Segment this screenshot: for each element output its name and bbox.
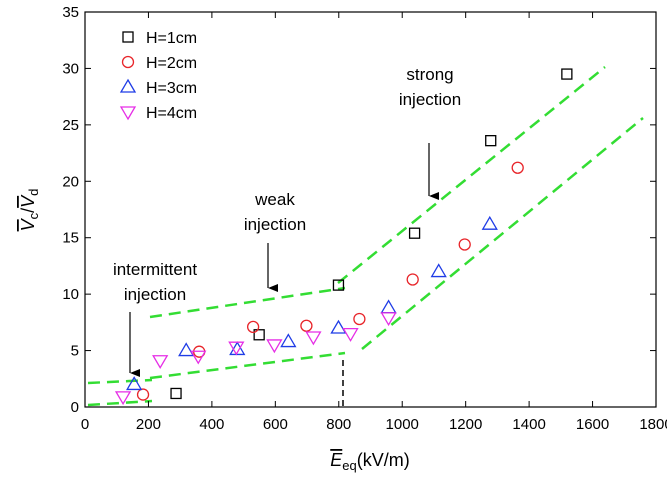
y-tick-label: 30 xyxy=(62,60,79,77)
marker-triangle xyxy=(228,341,245,356)
marker-circle xyxy=(458,238,471,251)
marker-square xyxy=(170,387,182,400)
marker-circle xyxy=(121,55,135,69)
y-label-main: V xyxy=(18,217,38,231)
marker-triangle xyxy=(119,78,137,93)
legend-label: H=4cm xyxy=(146,105,197,122)
marker-square xyxy=(122,31,134,43)
marker-triangle xyxy=(380,299,397,314)
x-tick-label: 1400 xyxy=(512,416,545,433)
legend-label: H=1cm xyxy=(146,30,197,47)
y-tick-label: 35 xyxy=(62,4,79,21)
marker-triangle xyxy=(330,319,347,334)
marker-triangle xyxy=(126,376,143,391)
y-label-main: V xyxy=(18,194,38,208)
x-label-main: E xyxy=(330,450,343,470)
marker-triangle xyxy=(430,263,447,278)
annotation: weak xyxy=(254,190,295,209)
marker-triangle xyxy=(342,327,359,342)
x-axis-label: Eeq(kV/m) xyxy=(330,450,409,473)
marker-triangle xyxy=(481,215,498,230)
y-label-sub: d xyxy=(26,189,41,196)
marker-triangle xyxy=(380,312,397,327)
marker-triangle xyxy=(305,331,322,346)
y-tick-label: 5 xyxy=(71,343,79,360)
annotation: injection xyxy=(399,90,461,109)
marker-square xyxy=(253,329,265,341)
x-tick-label: 600 xyxy=(263,416,288,433)
guide-line xyxy=(149,286,346,319)
marker-triangle xyxy=(190,350,207,365)
x-tick-label: 1000 xyxy=(386,416,419,433)
x-tick-label: 0 xyxy=(81,416,89,433)
guide-line xyxy=(149,351,346,380)
x-tick-label: 200 xyxy=(136,416,161,433)
legend-label: H=3cm xyxy=(146,80,197,97)
marker-circle xyxy=(300,319,313,332)
marker-square xyxy=(408,227,421,239)
x-tick-label: 400 xyxy=(199,416,224,433)
y-tick-label: 10 xyxy=(62,286,79,303)
x-tick-label: 1200 xyxy=(449,416,482,433)
y-tick-label: 25 xyxy=(62,117,79,134)
y-label-sub: c xyxy=(26,212,41,219)
y-tick-label: 15 xyxy=(62,230,79,247)
marker-circle xyxy=(511,161,524,174)
marker-triangle xyxy=(178,342,195,357)
annotation: injection xyxy=(124,285,186,304)
annotation-arrows xyxy=(129,143,439,377)
guide-line xyxy=(87,378,153,385)
annotation: strong xyxy=(406,65,453,84)
x-label-sub: eq xyxy=(342,458,356,473)
marker-triangle xyxy=(229,341,246,356)
guide-line xyxy=(361,117,644,350)
marker-circle xyxy=(353,312,366,326)
marker-triangle xyxy=(266,339,283,354)
marker-square xyxy=(561,68,573,80)
marker-triangle xyxy=(280,333,297,348)
guide-line xyxy=(87,399,153,407)
annotation: intermittent xyxy=(113,260,197,279)
marker-circle xyxy=(136,388,150,401)
marker-triangle xyxy=(152,355,169,370)
x-tick-label: 1600 xyxy=(576,416,609,433)
marker-square xyxy=(332,279,345,291)
annotation: injection xyxy=(244,215,306,234)
marker-square xyxy=(485,135,497,147)
guide-line xyxy=(337,66,606,284)
plot-frame xyxy=(84,11,657,408)
fit-guides xyxy=(87,66,644,407)
x-label-unit: (kV/m) xyxy=(357,450,410,470)
x-tick-label: 800 xyxy=(326,416,351,433)
legend-label: H=2cm xyxy=(146,55,197,72)
marker-triangle xyxy=(119,106,137,121)
y-tick-label: 20 xyxy=(62,173,79,190)
marker-triangle xyxy=(114,391,132,406)
marker-circle xyxy=(246,320,260,334)
y-tick-label: 0 xyxy=(71,399,79,416)
marker-circle xyxy=(406,273,419,286)
y-axis-label: Vc/Vd xyxy=(18,189,41,232)
y-label-sep: / xyxy=(18,208,38,213)
